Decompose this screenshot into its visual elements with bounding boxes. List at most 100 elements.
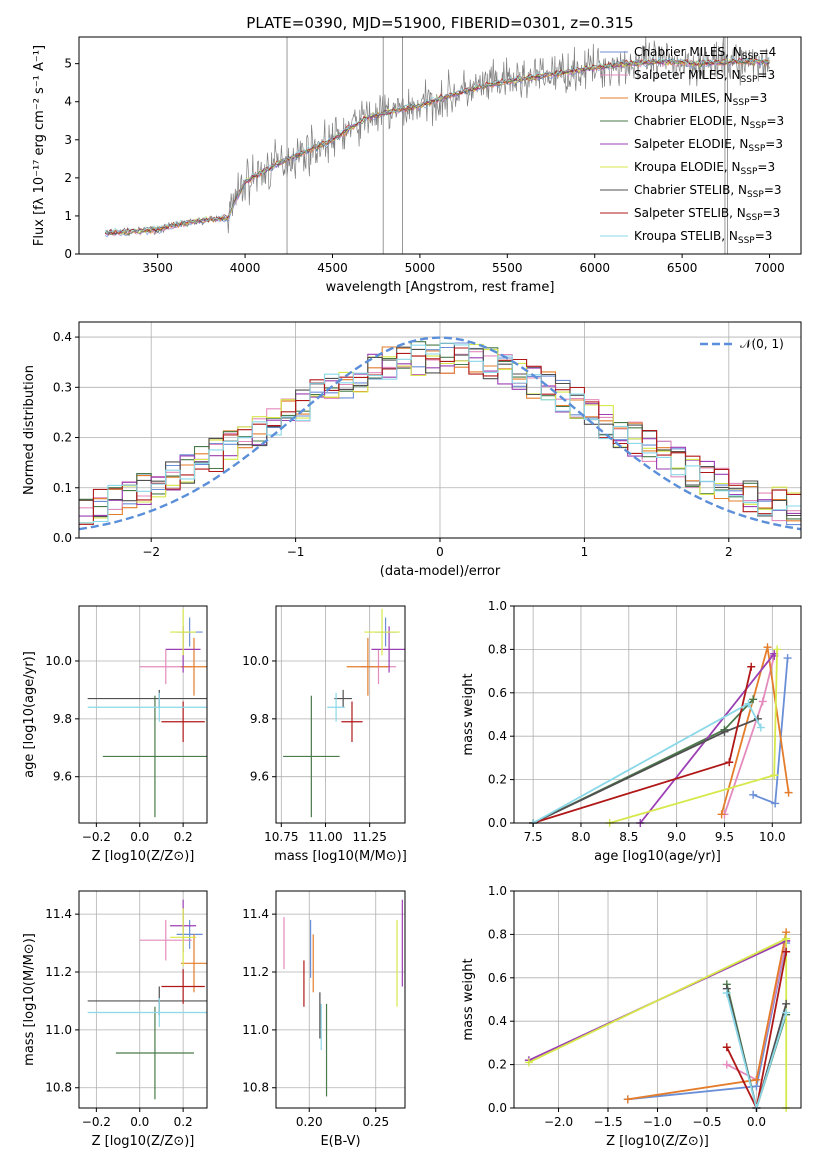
legend-count: =3: [755, 229, 773, 243]
spectrum-lines: [104, 37, 770, 254]
mass-vs-ebv-panel: 0.20 0.25 10.8 11.0 11.2 11.4 E(B-V): [242, 890, 406, 1149]
y-tick-label: 0.4: [53, 330, 72, 344]
x-tick-label: −0.2: [82, 830, 111, 844]
x-tick-label: −1.5: [593, 1115, 622, 1129]
y-tick-label: 3: [64, 133, 72, 147]
plus-marker: [722, 1043, 731, 1052]
plus-marker: [744, 699, 753, 708]
plus-marker: [783, 654, 792, 663]
y-axis-label: age [log10(age/yr)]: [22, 651, 37, 778]
histogram-step: [79, 347, 801, 525]
y-tick-label: 1.0: [488, 884, 507, 898]
y-tick-label: 0.4: [488, 1014, 507, 1028]
x-tick-label: −2: [142, 545, 160, 559]
legend-count: =3: [757, 160, 775, 174]
y-tick-label: 10.0: [45, 654, 72, 668]
x-tick-label: −1.0: [643, 1115, 672, 1129]
x-tick-label: 0.2: [174, 1115, 193, 1129]
legend-count: =3: [764, 183, 782, 197]
x-tick-label: 7.5: [524, 830, 543, 844]
mass-weight-vs-Z-panel: −2.0 −1.5 −1.0 −0.5 0.0 0.0 0.2 0.4 0.6 0.8 1.0 Z […: [461, 884, 802, 1149]
spectrum-panel: Chabrier MILES, NSSP=4 Salpeter MILES, NS…: [32, 36, 802, 295]
axes-frame: [275, 605, 406, 824]
x-tick-label: 9.0: [667, 830, 686, 844]
y-axis-label: mass weight: [461, 673, 476, 755]
legend-count: =3: [766, 114, 784, 128]
y-axis-label: Normed distribution: [22, 365, 37, 495]
y-tick-label: 11.4: [242, 907, 269, 921]
x-tick-label: 6500: [667, 261, 698, 275]
x-tick-label: 0.25: [362, 1115, 389, 1129]
plus-marker: [725, 758, 734, 767]
y-tick-label: 1: [64, 209, 72, 223]
legend-label: Salpeter STELIB, NSSP=3: [634, 206, 780, 223]
plus-marker: [773, 645, 782, 654]
x-tick-label: 9.5: [715, 830, 734, 844]
x-tick-label: 0.0: [130, 1115, 149, 1129]
plus-marker: [623, 1095, 632, 1104]
x-tick-label: 11.00: [308, 830, 342, 844]
y-tick-label: 0.6: [488, 971, 507, 985]
y-tick-label: 10.0: [242, 654, 269, 668]
y-tick-label: 9.8: [250, 712, 269, 726]
plus-marker: [784, 788, 793, 797]
y-tick-label: 11.2: [242, 965, 269, 979]
y-tick-label: 0.2: [488, 773, 507, 787]
y-tick-label: 10.8: [242, 1081, 269, 1095]
histogram-step: [79, 342, 801, 524]
plus-marker: [749, 695, 758, 704]
legend-label: Kroupa ELODIE, NSSP=3: [634, 160, 775, 177]
legend-count: =3: [757, 68, 775, 82]
plus-marker: [722, 988, 731, 997]
y-tick-label: 0.0: [53, 531, 72, 545]
legend-label: Salpeter ELODIE, NSSP=3: [634, 137, 783, 154]
legend-count: =3: [765, 137, 783, 151]
histogram-step: [79, 342, 801, 518]
plus-marker: [720, 727, 729, 736]
plus-marker: [771, 799, 780, 808]
plus-marker: [524, 1058, 533, 1067]
x-axis-label: E(B-V): [320, 1134, 360, 1149]
legend-label: Chabrier ELODIE, NSSP=3: [634, 114, 784, 131]
x-tick-label: 11.25: [352, 830, 386, 844]
x-tick-label: 8.5: [619, 830, 638, 844]
y-axis-label: mass [log10(M/M⊙)]: [22, 933, 37, 1066]
age-vs-mass-panel: 10.75 11.00 11.25 9.6 9.8 10.0 mass [log10(M/M…: [242, 605, 407, 864]
y-tick-label: 11.2: [45, 965, 72, 979]
legend-label: Kroupa STELIB, NSSP=3: [634, 229, 772, 246]
legend-subscript: SSP: [750, 121, 767, 131]
y-tick-label: 9.8: [53, 712, 72, 726]
legend-count: =3: [750, 91, 768, 105]
y-tick-label: 1.0: [488, 599, 507, 613]
figure-title: PLATE=0390, MJD=51900, FIBERID=0301, z=0…: [246, 14, 633, 32]
model-line: [104, 58, 770, 237]
y-tick-label: 0.8: [488, 927, 507, 941]
y-tick-label: 0.6: [488, 686, 507, 700]
mass-vs-Z-panel: −0.2 0.0 0.2 10.8 11.0 11.2 11.4 Z [log10(Z/Z⊙)…: [22, 890, 208, 1149]
x-axis-label: Z [log10(Z/Z⊙)]: [92, 1134, 195, 1149]
x-tick-label: 4500: [317, 261, 348, 275]
x-tick-label: 5000: [405, 261, 436, 275]
model-line: [105, 57, 770, 235]
plus-marker: [770, 771, 779, 780]
axes-frame: [513, 605, 802, 824]
y-tick-label: 0.2: [53, 431, 72, 445]
legend-count: =4: [759, 45, 777, 59]
plus-marker: [752, 1075, 761, 1084]
normal-curve: [78, 336, 802, 531]
y-tick-label: 9.6: [250, 770, 269, 784]
y-tick-label: 9.6: [53, 770, 72, 784]
x-tick-label: 0.2: [174, 830, 193, 844]
plus-marker: [717, 810, 726, 819]
residuals-panel: 𝒩(0, 1) −2 −1 0 1 2 0.0 0.1 0.2 0.3 0.4 (data-model…: [22, 321, 802, 579]
legend-subscript: SSP: [742, 52, 759, 62]
legend-label: Chabrier STELIB, NSSP=3: [634, 183, 782, 200]
y-tick-label: 0: [64, 247, 72, 261]
plus-marker: [782, 934, 791, 943]
plus-marker: [747, 662, 756, 671]
y-tick-label: 11.0: [242, 1023, 269, 1037]
x-tick-label: 10.0: [759, 830, 786, 844]
x-tick-label: −0.2: [82, 1115, 111, 1129]
